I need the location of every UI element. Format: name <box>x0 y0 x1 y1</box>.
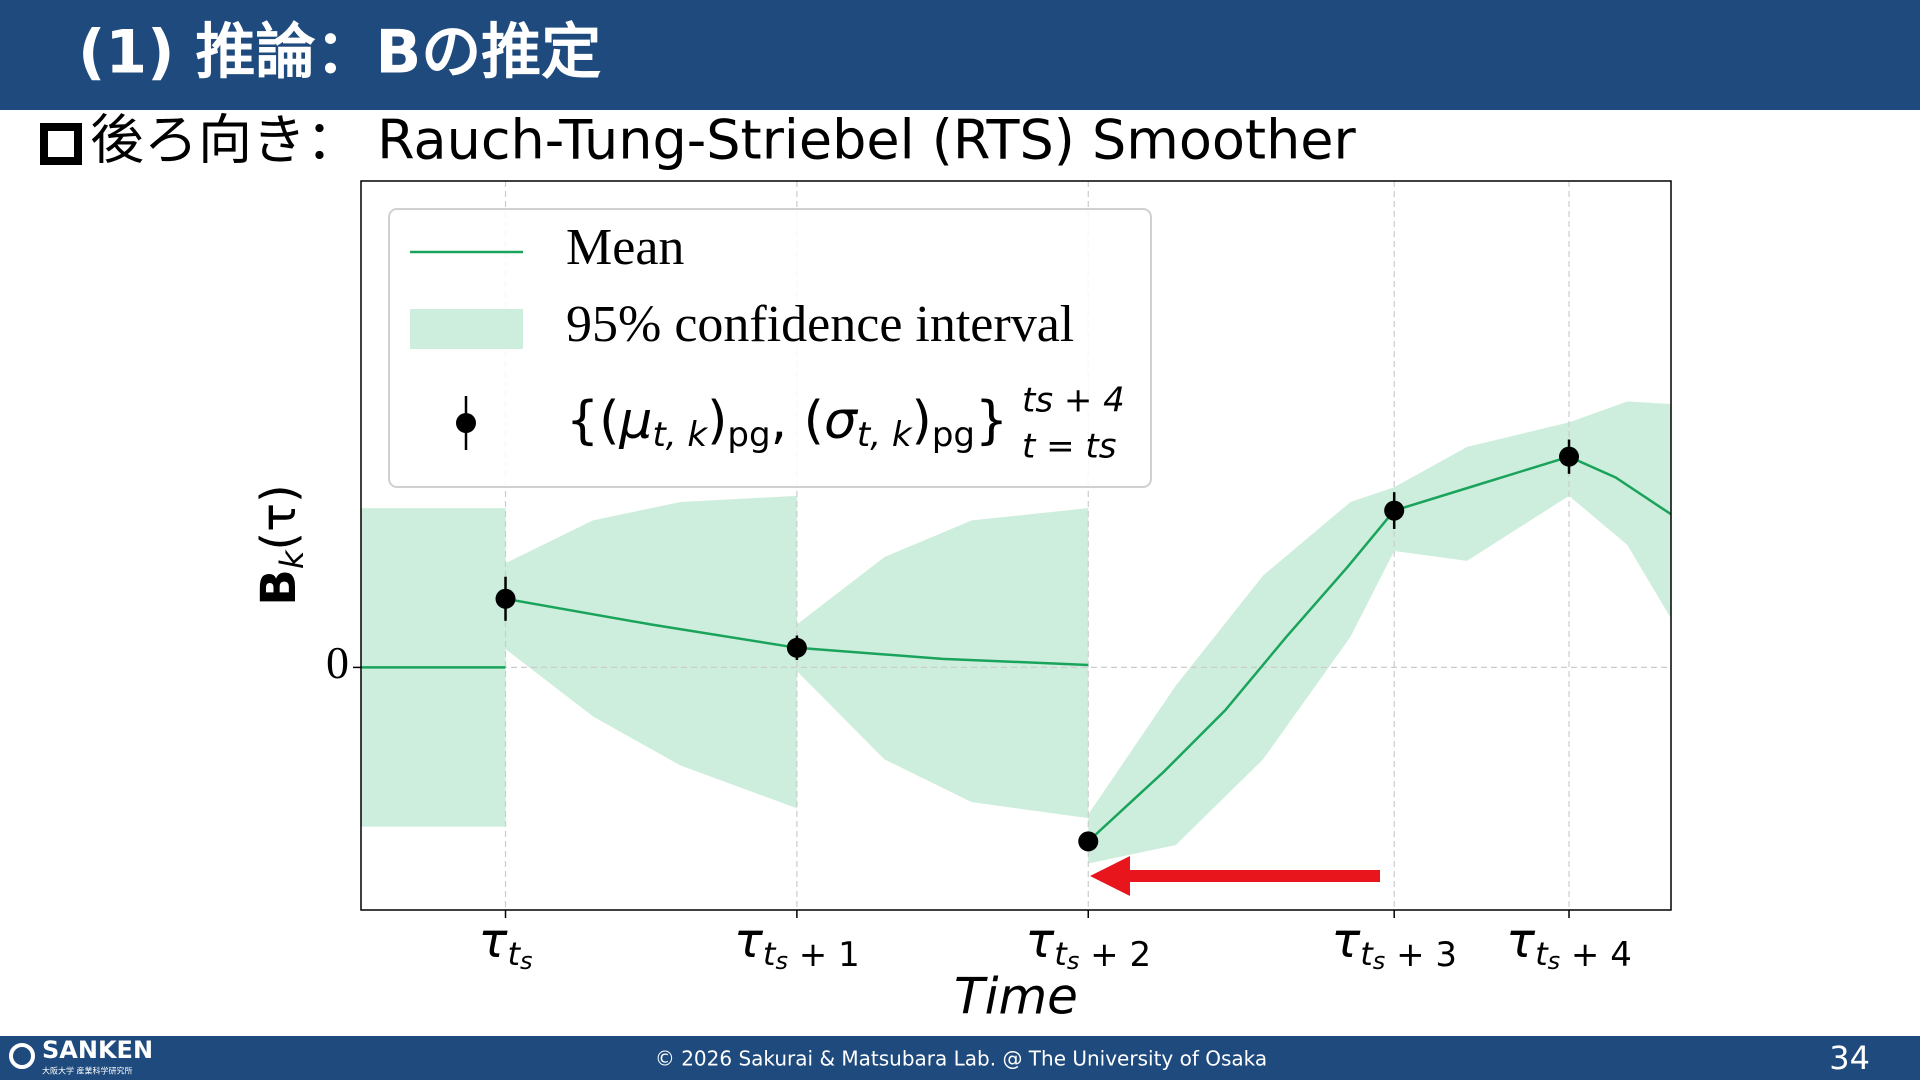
tick-sub: t <box>507 935 521 973</box>
legend-math: , ( <box>771 391 824 451</box>
tick-subsub: s <box>520 947 533 975</box>
arrow-head <box>1090 856 1130 896</box>
y-label-sub: k <box>273 549 311 569</box>
tick-subsub: s <box>1548 947 1561 975</box>
legend-math: ) <box>912 391 932 451</box>
legend-box <box>388 208 1152 488</box>
tick-symbol: τ <box>1331 913 1361 969</box>
tick-subsub: s <box>1373 947 1386 975</box>
data-point <box>1384 500 1405 521</box>
chart: τts τts + 1 τts + 2 τts + 3 τts + 40TimeBk(τ… <box>251 180 1672 1026</box>
tick-offset: + 4 <box>1560 935 1632 975</box>
legend-math: t, k <box>652 415 708 455</box>
x-tick-label: τts + 3 <box>1331 913 1457 975</box>
logo-text: SANKEN <box>42 1036 153 1064</box>
tick-offset: + 1 <box>788 935 860 975</box>
data-point <box>495 588 516 609</box>
tick-symbol: τ <box>734 913 764 969</box>
header-bar <box>0 0 1920 110</box>
y-axis-label: Bk(τ) <box>251 484 311 605</box>
tick-sub: t <box>1535 935 1549 973</box>
page-number: 34 <box>1829 1039 1870 1077</box>
tick-symbol: τ <box>1506 913 1536 969</box>
legend-math-sub: t = ts <box>1022 427 1116 467</box>
x-tick-label: τts <box>479 913 533 975</box>
y-label-main: B <box>251 569 307 606</box>
legend-label: Mean <box>566 219 684 276</box>
slide-title: (1) 推論：Bの推定 <box>78 18 601 88</box>
tick-sub: t <box>1054 935 1068 973</box>
legend-math: } <box>975 391 1008 451</box>
slide-subtitle: 後ろ向き： Rauch-Tung-Striebel (RTS) Smoother <box>90 109 1357 172</box>
legend-math: σ <box>824 391 859 451</box>
legend-label: {(μt, k)pg, (σt, k)pg} <box>566 391 1008 455</box>
tick-symbol: τ <box>1025 913 1055 969</box>
legend-swatch <box>410 309 523 349</box>
bullet-box <box>40 123 82 165</box>
tick-symbol: τ <box>479 913 509 969</box>
tick-sub: t <box>1360 935 1374 973</box>
x-tick-label: τts + 1 <box>734 913 860 975</box>
logo-subtext: 大阪大学 産業科学研究所 <box>42 1066 133 1076</box>
legend-math: pg <box>727 415 770 455</box>
legend-label: 95% confidence interval <box>566 296 1074 353</box>
legend-math: t, k <box>857 415 913 455</box>
tick-offset: + 3 <box>1385 935 1457 975</box>
x-tick-label: τts + 2 <box>1025 913 1151 975</box>
data-point <box>1078 831 1099 852</box>
tick-subsub: s <box>1067 947 1080 975</box>
y-tick-label: 0 <box>326 637 349 688</box>
tick-sub: t <box>763 935 777 973</box>
confidence-band <box>361 401 1671 864</box>
x-axis-label: Time <box>954 968 1078 1026</box>
legend-math: ) <box>707 391 727 451</box>
tick-subsub: s <box>775 947 788 975</box>
y-label-rest: (τ) <box>251 484 307 550</box>
legend-math: μ <box>618 391 652 451</box>
footer-bar <box>0 1036 1920 1080</box>
legend-math-sup: ts + 4 <box>1022 381 1125 421</box>
legend-swatch <box>456 413 476 433</box>
legend-math: {( <box>566 391 619 451</box>
x-tick-label: τts + 4 <box>1506 913 1632 975</box>
data-point <box>1559 446 1580 467</box>
data-point <box>786 637 807 658</box>
copyright: © 2026 Sakurai & Matsubara Lab. @ The Un… <box>655 1047 1267 1071</box>
logo-icon <box>9 1043 35 1069</box>
plot-frame <box>360 180 1672 911</box>
tick-offset: + 2 <box>1079 935 1151 975</box>
legend-math: pg <box>932 415 975 455</box>
